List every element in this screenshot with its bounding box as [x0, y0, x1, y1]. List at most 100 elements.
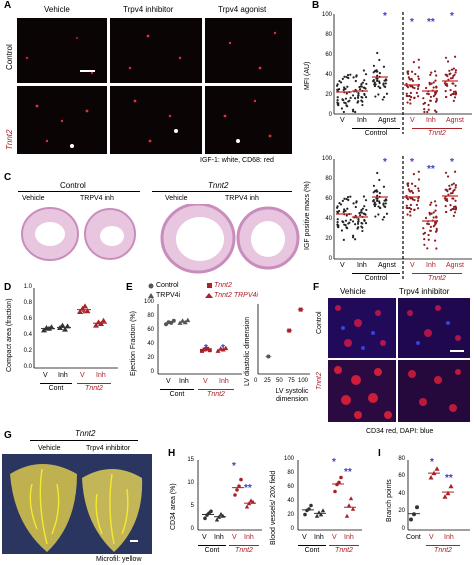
b-dot [341, 77, 344, 81]
b-dot [345, 92, 348, 95]
b-dot [433, 239, 437, 242]
b-dot [361, 207, 365, 210]
b-dot [446, 175, 450, 178]
panel-h-left-chart [197, 460, 262, 531]
b-dot [443, 197, 446, 200]
b-dot [453, 96, 457, 99]
b-top-xtick-2: Agnst [378, 117, 396, 124]
panel-g-label: G [4, 430, 12, 441]
b-top-ytick-2: 40 [325, 72, 332, 78]
panel-c-col-0: Vehicle [22, 195, 45, 202]
b-top-xtick-4: Inh [426, 117, 436, 124]
e-scatter-xtick-1: 25 [264, 378, 271, 384]
micrograph-f-control-inhibitor [398, 298, 470, 358]
b-dot [435, 227, 438, 230]
b-dot [362, 86, 365, 89]
b-dot [443, 82, 446, 85]
e-ytick-3: 60 [147, 327, 154, 333]
b-dot [433, 200, 437, 203]
b-dot [426, 222, 429, 225]
b-dot [423, 108, 426, 111]
b-dot [444, 171, 448, 174]
b-dot [405, 94, 408, 98]
b-dot [416, 207, 420, 210]
b-dot [364, 199, 368, 202]
h-point [244, 504, 250, 509]
b-dot [346, 105, 349, 108]
b-dot [409, 214, 412, 217]
panel-c-control-line [18, 191, 140, 192]
b-bot-ytick-3: 60 [325, 196, 332, 202]
b-dot [381, 98, 384, 101]
b-dot [427, 238, 430, 241]
b-dot [435, 91, 438, 94]
h-right-ytick-0: 0 [290, 526, 294, 532]
b-dot [355, 201, 358, 204]
b-dot [412, 61, 415, 64]
b-bot-xtick-4: Inh [426, 262, 436, 269]
h-point [233, 493, 237, 497]
b-dot [410, 96, 413, 99]
b-dot [409, 91, 412, 95]
b-dot [347, 100, 350, 103]
b-dot [373, 204, 377, 208]
h-right-ytick-3: 60 [287, 484, 294, 490]
panel-h-label: H [168, 448, 176, 459]
b-dot [409, 78, 412, 81]
b-dot [444, 210, 448, 214]
b-dot [427, 103, 430, 107]
b-dot [365, 82, 368, 86]
b-dot [378, 81, 381, 85]
e-point [223, 345, 229, 351]
b-dot [362, 69, 366, 72]
b-dot [449, 77, 453, 80]
b-dot [372, 198, 375, 202]
b-bot-xtick-2: Agnst [378, 262, 396, 269]
b-dot [452, 189, 455, 193]
b-dot [343, 87, 346, 90]
b-dot [432, 86, 435, 89]
h-point [309, 503, 313, 508]
h-left-xtick-3: Inh [244, 534, 254, 541]
b-dot [444, 73, 447, 76]
b-dot [444, 56, 448, 59]
b-dot [452, 99, 455, 102]
panel-b-bottom-ylabel: IGF positive macs (%) [304, 181, 311, 250]
b-dot [426, 247, 429, 250]
b-dot [361, 81, 365, 84]
b-dot [385, 212, 389, 215]
i-point [428, 475, 434, 480]
panel-c-col-3: TRPV4 inh [225, 195, 259, 202]
b-dot [352, 76, 355, 79]
e-scatter-point [298, 307, 303, 312]
b-dot [359, 214, 362, 217]
h-left-ytick-0: 0 [190, 526, 194, 532]
i-point [415, 505, 419, 510]
b-dot [357, 94, 360, 98]
h-point [339, 475, 343, 480]
panel-g-title: Tnnt2 [75, 429, 96, 438]
b-dot [409, 210, 412, 213]
panel-h-right-chart [297, 460, 362, 531]
b-dot [413, 96, 416, 100]
i-xtick-0: Cont [406, 534, 421, 541]
b-dot [372, 191, 375, 194]
panel-c-group-control: Control [60, 181, 86, 190]
b-top-star-0: * [383, 11, 387, 22]
b-dot [344, 102, 347, 105]
h-point [318, 512, 324, 517]
b-dot [430, 71, 433, 74]
b-dot [382, 185, 386, 188]
d-ytick-4: 0.8 [23, 300, 32, 306]
b-dot [416, 87, 420, 90]
b-top-group-tnnt2: Tnnt2 [412, 128, 462, 137]
b-dot [423, 110, 426, 114]
b-dot [449, 203, 452, 207]
panel-c-label: C [4, 172, 12, 183]
b-dot [435, 97, 438, 100]
panel-e-ylabel: Ejection Fraction (%) [130, 311, 137, 376]
b-dot [364, 73, 368, 76]
h-point [350, 506, 356, 511]
b-top-star-1: * [410, 17, 414, 28]
h-point [314, 513, 320, 518]
